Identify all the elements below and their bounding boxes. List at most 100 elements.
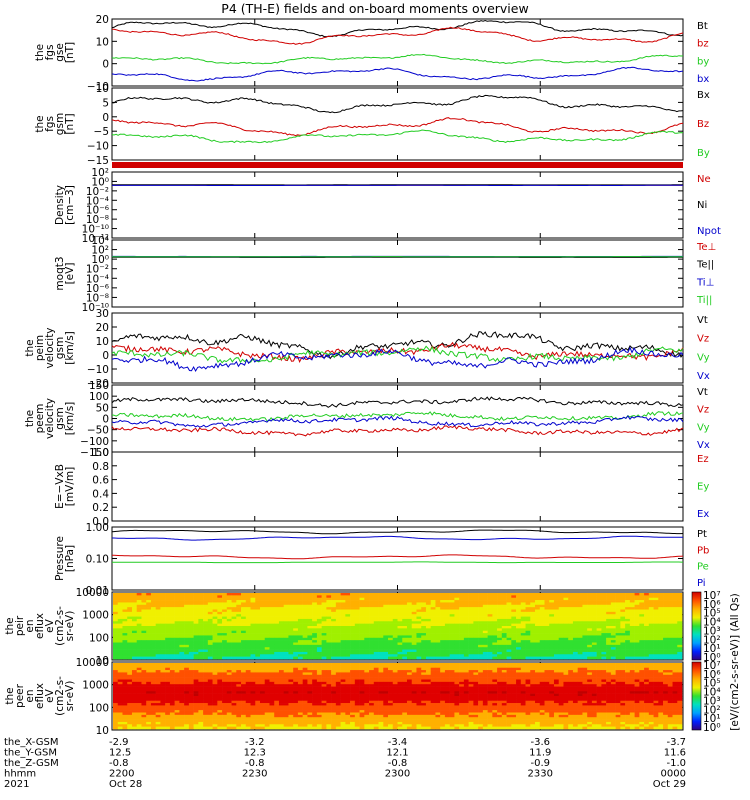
heatmap-cell [312, 611, 318, 615]
heatmap-cell [478, 642, 484, 646]
heatmap-cell [217, 679, 223, 683]
heatmap-cell [568, 649, 574, 653]
heatmap-cell [497, 670, 503, 673]
heatmap-cell [383, 626, 389, 629]
series-Vy [111, 345, 684, 364]
heatmap-cell [644, 604, 650, 608]
heatmap-cell [217, 630, 223, 634]
heatmap-cell [113, 630, 119, 634]
heatmap-cell [203, 595, 209, 599]
heatmap-cell [259, 663, 266, 666]
heatmap-cell [188, 656, 194, 660]
heatmap-cell [122, 597, 128, 601]
heatmap-cell [459, 607, 465, 610]
heatmap-cell [122, 607, 128, 610]
heatmap-cell [667, 651, 673, 655]
heatmap-cell [350, 609, 356, 613]
heatmap-cell [606, 679, 612, 683]
panel-frame [111, 591, 684, 661]
heatmap-cell [274, 635, 280, 639]
heatmap-cell [179, 684, 185, 687]
heatmap-cell [444, 600, 450, 603]
heatmap-cell [283, 651, 289, 655]
heatmap-cell [283, 667, 289, 671]
heatmap-cell [316, 623, 322, 627]
heatmap-cell [373, 609, 379, 613]
heatmap-cell [397, 628, 403, 632]
heatmap-cell [677, 647, 683, 650]
heatmap-cell [473, 670, 479, 673]
heatmap-cell [198, 621, 204, 624]
heatmap-cell [283, 607, 289, 610]
heatmap-cell [312, 633, 318, 636]
series-Bz [111, 117, 684, 137]
heatmap-cell [544, 677, 550, 680]
heatmap-cell [435, 679, 441, 683]
heatmap-cell [658, 656, 664, 660]
heatmap-cell [174, 640, 180, 643]
heatmap-cell [553, 618, 560, 622]
heatmap-cell [312, 651, 318, 655]
heatmap-cell [544, 642, 550, 646]
heatmap-cell [288, 644, 294, 648]
heatmap-cell [639, 681, 645, 685]
heatmap-cell [677, 607, 683, 610]
heatmap-cell [425, 644, 431, 648]
heatmap-cell [388, 665, 394, 669]
heatmap-cell [544, 670, 550, 673]
heatmap-cell [610, 628, 616, 632]
heatmap-cell [122, 611, 128, 615]
heatmap-cell [644, 665, 650, 669]
heatmap-cell [444, 621, 450, 624]
heatmap-cell [113, 595, 119, 599]
heatmap-cell [383, 665, 389, 669]
heatmap-cell [150, 611, 156, 615]
heatmap-cell [283, 635, 289, 639]
heatmap-cell [625, 614, 631, 617]
heatmap-cell [231, 654, 237, 657]
heatmap-cell [653, 609, 659, 613]
heatmap-cell [193, 644, 199, 648]
heatmap-cell [117, 640, 123, 643]
heatmap-cell [648, 614, 654, 617]
heatmap-cell [373, 595, 379, 599]
heatmap-cell [634, 630, 640, 634]
heatmap-cell [283, 616, 289, 620]
heatmap-cell [378, 656, 384, 660]
heatmap-cell [269, 647, 275, 650]
heatmap-cell [497, 654, 503, 657]
heatmap-cell [222, 642, 228, 646]
heatmap-cell [615, 595, 621, 599]
heatmap-cell [155, 626, 161, 629]
heatmap-cell [345, 633, 351, 636]
heatmap-cell [459, 637, 465, 641]
heatmap-cell [359, 609, 365, 613]
heatmap-cell [165, 679, 171, 683]
heatmap-cell [359, 611, 365, 615]
heatmap-cell [155, 628, 161, 632]
heatmap-cell [648, 674, 654, 678]
heatmap-cell [658, 633, 664, 636]
heatmap-cell [184, 640, 190, 643]
heatmap-cell [397, 684, 403, 687]
heatmap-cell [625, 665, 631, 669]
heatmap-cell [245, 623, 251, 627]
heatmap-cell [136, 654, 142, 657]
heatmap-cell [435, 621, 441, 624]
heatmap-cell [501, 635, 507, 639]
heatmap-cell [226, 640, 232, 643]
heatmap-cell [250, 595, 256, 599]
heatmap-cell [203, 609, 209, 613]
heatmap-cell [198, 614, 204, 617]
heatmap-cell [293, 665, 299, 669]
heatmap-cell [340, 611, 346, 615]
heatmap-cell [421, 684, 427, 687]
heatmap-cell [530, 640, 536, 643]
heatmap-cell [440, 679, 446, 683]
heatmap-cell [316, 684, 322, 687]
heatmap-cell [307, 595, 313, 599]
heatmap-cell [278, 621, 284, 624]
heatmap-cell [667, 667, 673, 671]
heatmap-cell [212, 642, 218, 646]
heatmap-cell [340, 677, 346, 680]
